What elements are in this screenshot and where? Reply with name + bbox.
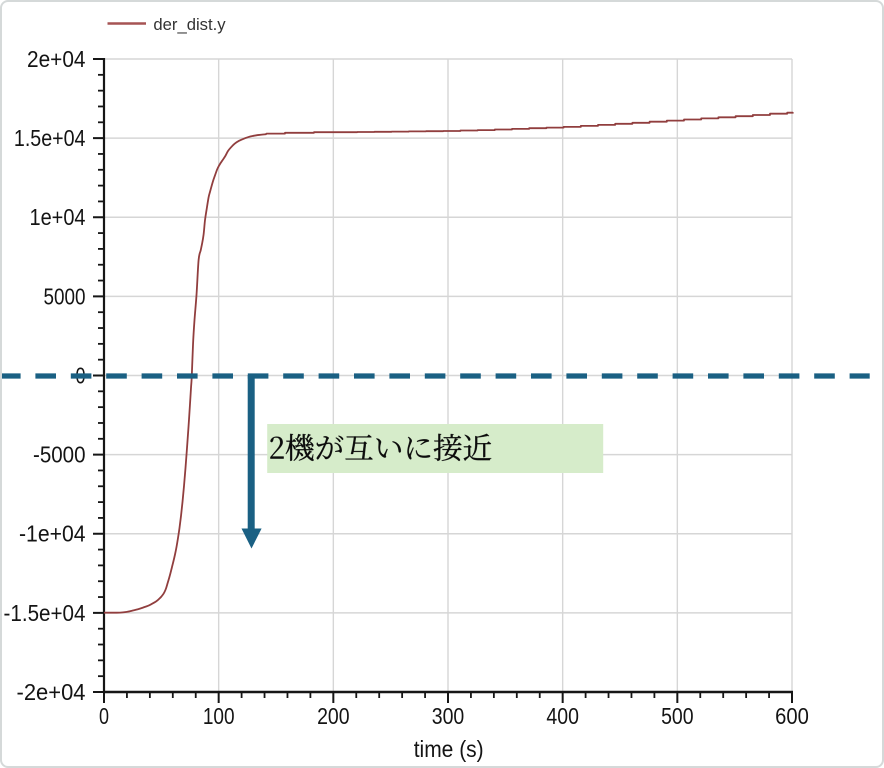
svg-text:200: 200	[317, 703, 350, 729]
svg-text:time (s): time (s)	[414, 736, 484, 762]
svg-text:-1.5e+04: -1.5e+04	[4, 600, 86, 626]
svg-text:600: 600	[775, 703, 809, 729]
svg-text:2e+04: 2e+04	[27, 46, 86, 72]
svg-text:1e+04: 1e+04	[30, 204, 86, 230]
svg-text:300: 300	[432, 703, 465, 729]
svg-text:0: 0	[99, 703, 109, 729]
svg-text:der_dist.y: der_dist.y	[153, 15, 226, 34]
svg-text:-1e+04: -1e+04	[19, 521, 86, 547]
svg-text:-5000: -5000	[33, 442, 86, 468]
svg-text:5000: 5000	[44, 283, 86, 309]
svg-text:100: 100	[203, 703, 235, 729]
svg-text:1.5e+04: 1.5e+04	[14, 125, 86, 151]
svg-text:400: 400	[546, 703, 579, 729]
svg-text:500: 500	[661, 703, 694, 729]
svg-text:-2e+04: -2e+04	[17, 679, 86, 705]
